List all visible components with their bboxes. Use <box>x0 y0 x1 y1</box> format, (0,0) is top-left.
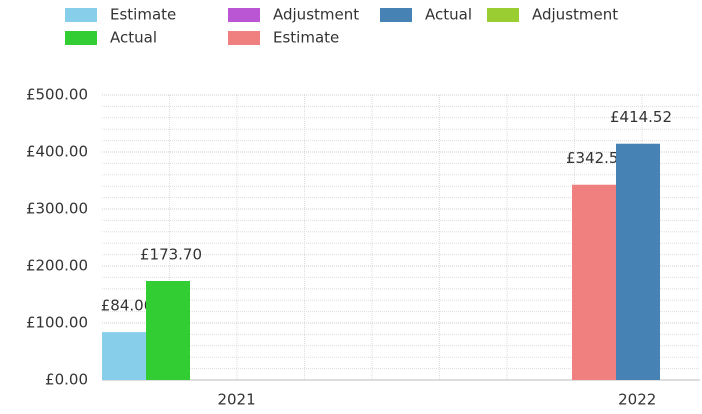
bar <box>102 332 146 380</box>
bar <box>616 143 660 380</box>
legend-swatch <box>380 8 412 22</box>
bar <box>572 184 616 380</box>
legend-swatch <box>487 8 519 22</box>
data-label: £414.52 <box>610 108 672 126</box>
data-label: £84.00 <box>101 297 154 315</box>
y-tick-label: £400.00 <box>26 143 88 161</box>
data-label: £342.58 <box>566 149 628 167</box>
legend-label: Actual <box>425 6 472 24</box>
legend-label: Adjustment <box>532 6 618 24</box>
legend-swatch <box>228 8 260 22</box>
data-label: £173.70 <box>140 245 202 263</box>
bar <box>146 280 190 380</box>
legend-swatch <box>228 31 260 45</box>
legend-swatch <box>65 31 97 45</box>
y-tick-label: £300.00 <box>26 200 88 218</box>
y-tick-label: £500.00 <box>26 86 88 104</box>
legend-swatch <box>65 8 97 22</box>
x-tick-label: 2022 <box>618 391 656 409</box>
y-tick-label: £0.00 <box>45 371 88 389</box>
y-tick-label: £200.00 <box>26 257 88 275</box>
legend-label: Actual <box>110 29 157 47</box>
legend-label: Estimate <box>110 6 176 24</box>
x-tick-label: 2021 <box>217 391 255 409</box>
legend-label: Estimate <box>273 29 339 47</box>
y-tick-label: £100.00 <box>26 314 88 332</box>
legend-label: Adjustment <box>273 6 359 24</box>
